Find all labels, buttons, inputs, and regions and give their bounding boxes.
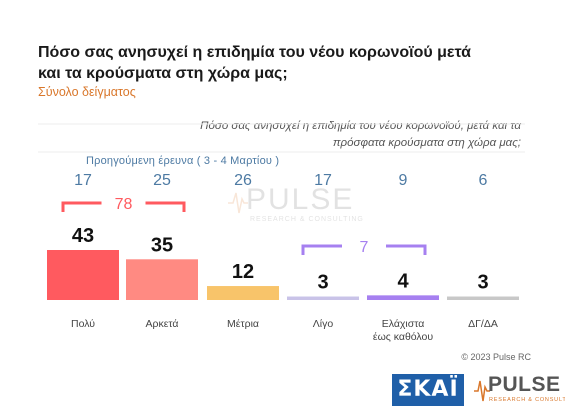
watermark-wordmark: PULSE: [246, 183, 355, 216]
bar-value-label: 35: [151, 234, 173, 256]
group-total-label: 7: [360, 239, 369, 256]
bar: [287, 296, 359, 300]
pulse-wordmark: PULSE: [488, 373, 561, 396]
previous-value-label: 17: [74, 172, 92, 189]
bar-value-label: 43: [72, 225, 94, 247]
bar-value-label: 3: [317, 272, 328, 294]
previous-value-label: 26: [234, 172, 252, 189]
previous-survey-label: Προηγούμενη έρευνα ( 3 - 4 Μαρτίου ): [86, 155, 280, 167]
previous-value-label: 25: [153, 172, 171, 189]
group-bracket: [386, 244, 427, 255]
pulse-subline: RESEARCH & CONSULTING: [489, 397, 565, 403]
pulse-watermark: PULSE RESEARCH & CONSULTING: [228, 183, 363, 231]
group-total-label: 78: [115, 196, 133, 213]
bar: [447, 296, 519, 300]
category-label: ΔΓ/ΔΑ: [468, 318, 498, 330]
group-bracket: [301, 244, 342, 255]
skai-logo: ΣΚΑΪ: [392, 374, 464, 406]
category-label: Μέτρια: [227, 318, 259, 330]
bar: [47, 250, 119, 300]
category-label: Ελάχιστα έως καθόλου: [373, 318, 433, 343]
bar-value-label: 3: [477, 272, 488, 294]
previous-value-label: 9: [399, 172, 408, 189]
group-bracket: [145, 201, 186, 212]
previous-value-label: 17: [314, 172, 332, 189]
question-note: Πόσο σας ανησυχεί η επιδημία του νέου κο…: [200, 120, 521, 149]
pulse-logo: PULSE RESEARCH & CONSULTING: [474, 373, 565, 407]
group-bracket: [61, 201, 102, 212]
bar-value-label: 4: [397, 270, 409, 292]
bar: [367, 295, 439, 300]
bar-value-label: 12: [232, 261, 254, 283]
category-label: Λίγο: [313, 318, 334, 330]
category-label: Αρκετά: [146, 318, 179, 330]
category-label: Πολύ: [71, 318, 95, 330]
copyright-footnote: © 2023 Pulse RC: [461, 352, 531, 362]
chart-title: Πόσο σας ανησυχεί η επιδημία του νέου κο…: [38, 44, 472, 82]
chart-subtitle: Σύνολο δείγματος: [38, 85, 136, 99]
previous-value-label: 6: [479, 172, 488, 189]
bar: [126, 259, 198, 300]
bar: [207, 286, 279, 300]
watermark-subline: RESEARCH & CONSULTING: [250, 216, 364, 223]
